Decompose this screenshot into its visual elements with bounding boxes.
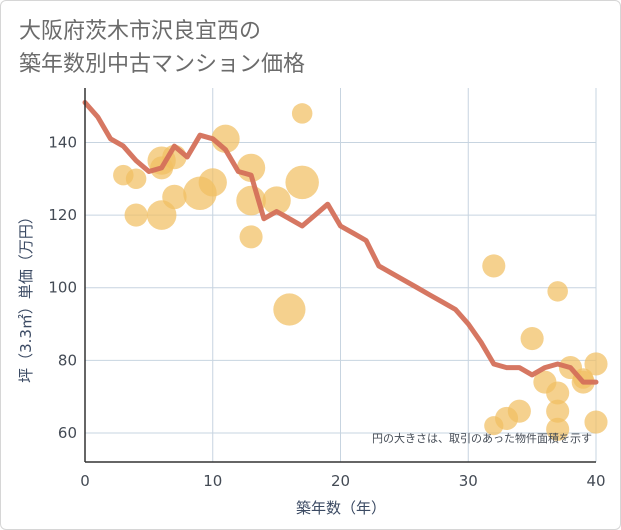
- axes: [84, 88, 596, 463]
- data-bubble: [125, 168, 147, 190]
- trend-line: [82, 100, 599, 385]
- data-bubble: [584, 410, 608, 434]
- y-tick-label: 60: [58, 424, 77, 442]
- data-bubble: [546, 381, 570, 405]
- data-bubble: [262, 186, 291, 215]
- size-note: 円の大きさは、取引のあった物件面積を示す: [372, 431, 592, 445]
- data-bubble: [482, 254, 506, 278]
- x-tick-label: 20: [331, 472, 350, 490]
- data-bubble: [584, 352, 608, 376]
- data-bubble: [285, 165, 319, 200]
- bubble-layer: [113, 103, 608, 441]
- x-tick-label: 10: [203, 472, 222, 490]
- x-tick-label: 30: [459, 472, 478, 490]
- data-bubble: [124, 203, 148, 227]
- data-bubble: [546, 399, 570, 423]
- data-bubble: [198, 168, 227, 197]
- line-layer: [82, 100, 599, 385]
- chart-title-line2: 築年数別中古マンション価格: [19, 52, 306, 77]
- tick-labels: 0 10 20 30 40 60 80 100 120 140: [48, 133, 605, 490]
- x-tick-label: 0: [80, 472, 90, 490]
- data-bubble: [239, 225, 263, 249]
- y-tick-label: 120: [48, 206, 77, 224]
- chart-title-line1: 大阪府茨木市沢良宜西の: [19, 19, 262, 44]
- y-tick-label: 80: [58, 351, 77, 369]
- data-bubble: [291, 103, 313, 124]
- x-axis-label: 築年数（年）: [296, 499, 386, 517]
- data-bubble: [507, 399, 531, 423]
- data-bubble: [520, 326, 544, 351]
- y-tick-label: 140: [48, 133, 77, 151]
- data-bubble: [547, 281, 568, 302]
- chart-title: 大阪府茨木市沢良宜西の 築年数別中古マンション価格: [19, 15, 305, 81]
- y-tick-label: 100: [48, 279, 77, 297]
- data-bubble: [162, 184, 187, 210]
- data-bubble: [546, 417, 570, 441]
- y-axis-label: 坪（3.3㎡）単価（万円）: [17, 209, 35, 383]
- data-bubble: [273, 293, 306, 326]
- x-tick-label: 40: [586, 472, 605, 490]
